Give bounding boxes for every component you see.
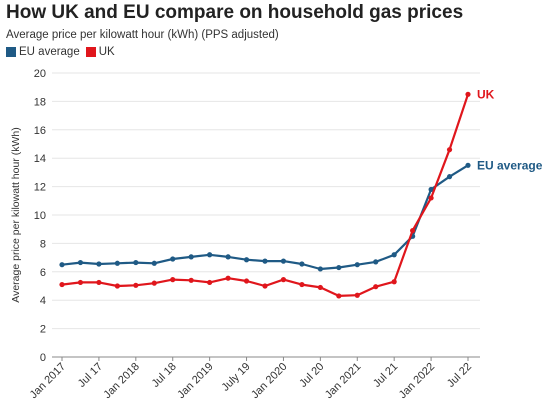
- data-point-uk: [446, 147, 453, 153]
- x-tick-label: Jan 2018: [101, 361, 141, 401]
- data-point-eu: [243, 257, 250, 263]
- data-point-uk: [299, 281, 305, 288]
- data-point-eu: [317, 266, 323, 272]
- x-tick-label: July 19: [220, 361, 253, 394]
- data-point-eu: [96, 261, 102, 267]
- data-point-uk: [354, 292, 360, 298]
- data-point-eu: [133, 259, 139, 266]
- data-point-uk: [59, 281, 65, 288]
- y-tick-label: 16: [34, 125, 46, 137]
- y-tick-label: 0: [40, 352, 46, 364]
- x-tick-label: Jan 2019: [175, 361, 215, 401]
- data-point-uk: [317, 284, 323, 291]
- legend-item-eu[interactable]: EU average: [6, 46, 80, 58]
- chart-legend: EU average UK: [6, 46, 121, 58]
- data-point-uk: [243, 278, 250, 284]
- data-point-eu: [225, 254, 231, 260]
- data-point-uk: [428, 195, 434, 201]
- data-point-eu: [59, 262, 65, 268]
- data-point-uk: [373, 284, 379, 290]
- end-label-eu: EU average: [477, 158, 543, 172]
- y-tick-label: 18: [34, 96, 46, 108]
- data-point-uk: [77, 279, 84, 286]
- data-point-uk: [465, 91, 471, 97]
- data-point-eu: [446, 174, 453, 180]
- data-point-uk: [96, 279, 102, 286]
- x-tick-label: Jul 22: [445, 361, 474, 390]
- y-tick-label: 20: [34, 68, 46, 80]
- legend-label-uk: UK: [98, 46, 115, 58]
- series-line-uk: [61, 93, 470, 297]
- series-line-eu: [61, 164, 469, 271]
- data-point-uk: [151, 280, 157, 286]
- x-tick-label: Jul 18: [150, 361, 179, 390]
- legend-swatch-uk: [85, 47, 96, 57]
- data-point-uk: [114, 283, 120, 289]
- y-tick-label: 10: [34, 210, 46, 222]
- x-tick-label: Jul 17: [76, 361, 105, 390]
- data-point-eu: [465, 162, 471, 168]
- data-point-eu: [428, 186, 434, 193]
- data-point-eu: [262, 258, 268, 264]
- x-tick-label: Jan 2020: [249, 361, 289, 401]
- data-point-eu: [114, 260, 120, 266]
- data-point-eu: [373, 259, 379, 265]
- end-label-uk: UK: [477, 87, 495, 101]
- y-tick-label: 12: [34, 182, 46, 194]
- y-tick-label: 4: [40, 295, 46, 307]
- data-point-eu: [336, 264, 342, 271]
- legend-label-eu: EU average: [19, 46, 80, 58]
- y-axis-label: Average price per kilowatt hour (kWh): [10, 127, 22, 302]
- x-tick-label: Jan 2017: [28, 361, 68, 401]
- data-point-eu: [170, 256, 176, 262]
- data-point-uk: [225, 275, 231, 281]
- y-tick-label: 14: [34, 153, 46, 165]
- legend-swatch-eu: [6, 47, 16, 57]
- data-point-uk: [280, 277, 287, 283]
- data-point-uk: [188, 277, 194, 283]
- y-tick-label: 6: [40, 267, 46, 279]
- data-point-eu: [354, 262, 360, 268]
- data-point-eu: [391, 252, 397, 258]
- x-tick-label: Jan 2021: [323, 361, 363, 401]
- data-point-uk: [410, 228, 416, 234]
- data-point-eu: [188, 254, 194, 260]
- data-point-eu: [77, 259, 84, 266]
- x-tick-label: Jul 21: [371, 361, 400, 390]
- data-point-eu: [207, 252, 213, 258]
- data-point-eu: [151, 260, 157, 266]
- chart-title: How UK and EU compare on household gas p…: [6, 2, 464, 23]
- data-point-uk: [262, 283, 268, 289]
- chart-subtitle: Average price per kilowatt hour (kWh) (P…: [6, 29, 279, 41]
- data-point-eu: [280, 258, 287, 264]
- data-point-uk: [336, 293, 342, 299]
- data-point-eu: [299, 261, 305, 267]
- y-tick-label: 8: [40, 238, 46, 250]
- x-tick-label: Jul 20: [297, 361, 326, 390]
- legend-item-uk[interactable]: UK: [85, 46, 115, 58]
- data-point-uk: [133, 282, 139, 288]
- y-tick-label: 2: [40, 324, 46, 336]
- data-point-uk: [391, 279, 397, 285]
- data-point-uk: [170, 277, 176, 283]
- x-tick-label: Jan 2022: [397, 361, 437, 401]
- data-point-uk: [207, 279, 213, 286]
